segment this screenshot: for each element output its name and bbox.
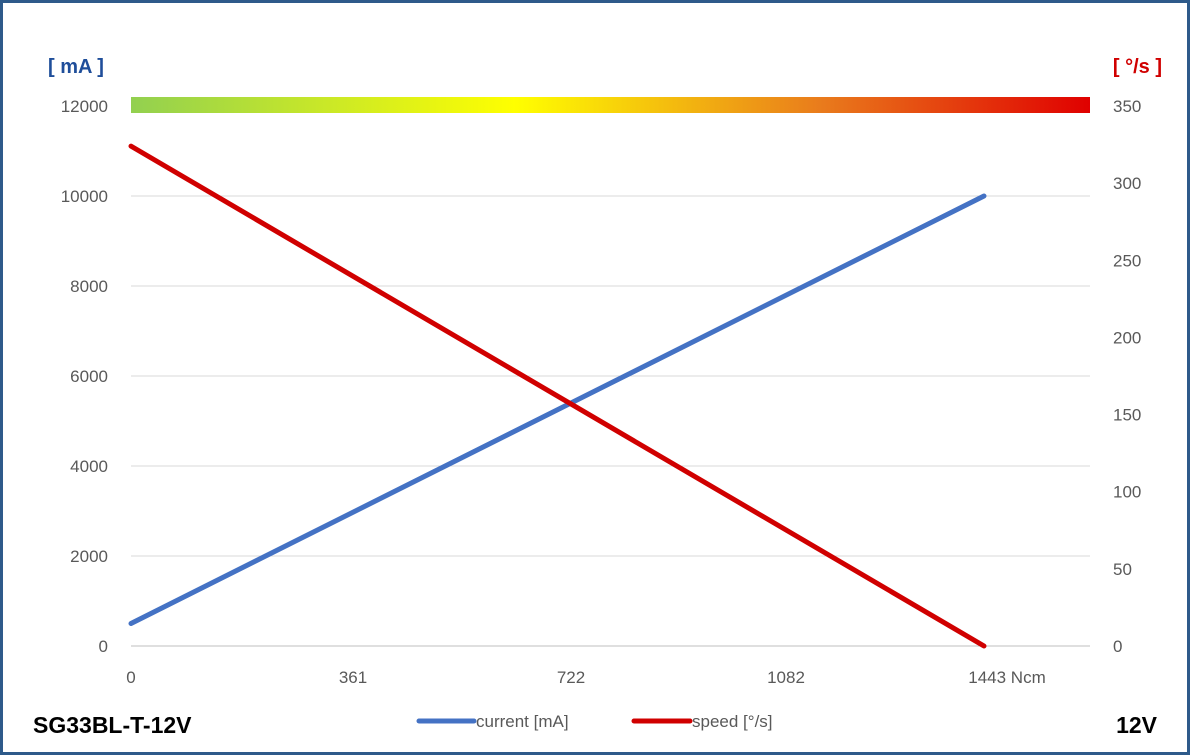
voltage-label: 12V: [1116, 712, 1157, 738]
right-tick-label: 100: [1113, 483, 1141, 502]
left-axis-unit-label: [ mA ]: [48, 56, 104, 78]
right-tick-label: 350: [1113, 97, 1141, 116]
left-tick-label: 8000: [70, 277, 108, 296]
legend-label-current: current [mA]: [476, 712, 569, 731]
left-tick-label: 2000: [70, 547, 108, 566]
series-line-current: [128, 193, 987, 626]
left-tick-label: 6000: [70, 367, 108, 386]
left-tick-label: 10000: [61, 187, 108, 206]
x-ticks: 0 361 722 1082 1443 Ncm: [126, 668, 1045, 687]
right-y-ticks: 0 50 100 150 200 250 300 350: [1113, 97, 1141, 656]
x-tick-label: 0: [126, 668, 135, 687]
right-tick-label: 250: [1113, 251, 1141, 270]
legend: current [mA] speed [°/s]: [416, 712, 773, 731]
model-label: SG33BL-T-12V: [33, 712, 192, 738]
x-tick-label: 722: [557, 668, 585, 687]
right-tick-label: 300: [1113, 174, 1141, 193]
legend-label-speed: speed [°/s]: [692, 712, 773, 731]
left-tick-label: 12000: [61, 97, 108, 116]
speed-gradient-band: [131, 97, 1090, 113]
left-y-ticks: 0 2000 4000 6000 8000 10000 12000: [61, 97, 108, 656]
right-tick-label: 50: [1113, 560, 1132, 579]
series-layer: [128, 143, 987, 649]
gridlines: [131, 105, 1090, 557]
right-tick-label: 150: [1113, 406, 1141, 425]
right-axis-unit-label: [ °/s ]: [1113, 56, 1162, 78]
x-tick-label: 1082: [767, 668, 805, 687]
x-tick-label: 361: [339, 668, 367, 687]
x-tick-label: 1443 Ncm: [968, 668, 1045, 687]
right-tick-label: 0: [1113, 637, 1122, 656]
series-line-speed: [128, 143, 987, 649]
right-tick-label: 200: [1113, 328, 1141, 347]
left-tick-label: 0: [99, 637, 108, 656]
left-tick-label: 4000: [70, 457, 108, 476]
